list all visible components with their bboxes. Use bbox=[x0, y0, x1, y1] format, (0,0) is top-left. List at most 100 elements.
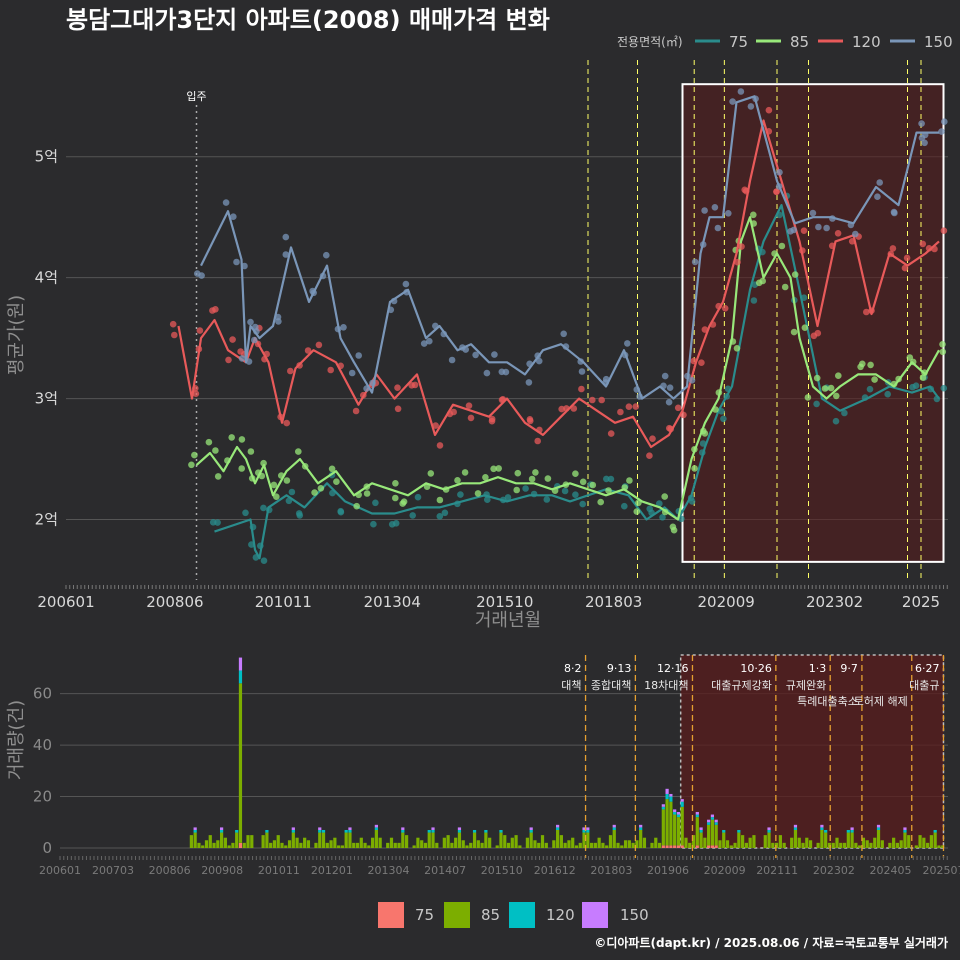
volume-bar-85 bbox=[880, 840, 884, 848]
data-point-75 bbox=[209, 519, 217, 526]
data-point-75 bbox=[607, 475, 615, 483]
data-point-85 bbox=[895, 375, 902, 383]
x-tick-label: 201011 bbox=[255, 593, 312, 611]
volume-bar-85 bbox=[412, 845, 416, 848]
line-legend: 전용면적(㎡) 75 85 120 150 bbox=[617, 33, 953, 51]
volume-bar-85 bbox=[386, 842, 390, 848]
volume-bar-120 bbox=[556, 827, 560, 830]
data-point-75 bbox=[723, 393, 730, 400]
volume-bar-85 bbox=[287, 840, 292, 848]
data-point-120 bbox=[578, 385, 585, 393]
data-point-75 bbox=[718, 408, 725, 415]
policy-label: 특례대출축소 bbox=[797, 695, 858, 708]
volume-bar-85 bbox=[744, 842, 748, 848]
policy-date: 12·16 bbox=[657, 662, 689, 675]
volume-bar-120 bbox=[344, 829, 348, 833]
data-point-150 bbox=[245, 358, 253, 365]
policy-date: 9·7 bbox=[840, 662, 858, 675]
data-point-75 bbox=[561, 487, 569, 495]
data-point-150 bbox=[275, 318, 282, 325]
volume-bar-85 bbox=[423, 842, 428, 848]
data-point-85 bbox=[283, 477, 291, 484]
data-point-85 bbox=[626, 477, 633, 484]
volume-bar-85 bbox=[495, 845, 499, 848]
volume-bar-120 bbox=[586, 829, 590, 833]
data-point-120 bbox=[263, 350, 271, 358]
data-point-150 bbox=[534, 352, 541, 360]
data-point-85 bbox=[715, 389, 723, 396]
volume-bar-85 bbox=[261, 835, 265, 848]
data-point-150 bbox=[420, 340, 428, 347]
data-point-85 bbox=[238, 436, 246, 443]
data-point-120 bbox=[598, 396, 605, 404]
volume-x-tick-label: 201612 bbox=[534, 864, 576, 877]
volume-bar-120 bbox=[321, 829, 326, 833]
volume-bar-120 bbox=[193, 829, 197, 833]
data-point-120 bbox=[315, 341, 323, 349]
data-point-120 bbox=[352, 407, 360, 415]
volume-bar-120 bbox=[824, 829, 828, 833]
volume-bar-120 bbox=[348, 829, 352, 833]
volume-bar-85 bbox=[571, 837, 575, 848]
data-point-85 bbox=[597, 498, 604, 506]
data-point-120 bbox=[715, 302, 722, 310]
volume-bar-85 bbox=[552, 840, 556, 848]
volume-bar-85 bbox=[321, 832, 326, 848]
data-point-120 bbox=[212, 306, 219, 313]
data-point-120 bbox=[721, 305, 729, 312]
volume-bar-75 bbox=[661, 845, 665, 848]
data-point-150 bbox=[711, 204, 719, 211]
data-point-120 bbox=[666, 424, 673, 432]
volume-bar-85 bbox=[612, 829, 616, 848]
data-point-120 bbox=[536, 426, 543, 434]
data-point-75 bbox=[409, 512, 417, 519]
volume-bar-75 bbox=[707, 845, 711, 848]
volume-bar-85 bbox=[269, 842, 273, 848]
volume-bar-150 bbox=[903, 827, 907, 830]
volume-bar-85 bbox=[563, 842, 567, 848]
volume-bar-150 bbox=[695, 811, 699, 815]
volume-bar-120 bbox=[612, 827, 616, 830]
data-point-85 bbox=[670, 526, 678, 534]
data-point-120 bbox=[394, 384, 401, 392]
data-point-120 bbox=[589, 396, 596, 404]
data-point-85 bbox=[427, 470, 435, 477]
x-tick-label: 201803 bbox=[585, 593, 642, 611]
data-point-150 bbox=[355, 352, 363, 359]
data-point-85 bbox=[273, 493, 280, 501]
data-point-120 bbox=[534, 437, 541, 445]
bar-legend-label-150: 150 bbox=[620, 906, 649, 924]
volume-bar-150 bbox=[348, 827, 352, 830]
data-point-85 bbox=[939, 341, 946, 348]
data-point-150 bbox=[238, 355, 246, 362]
volume-bar-150 bbox=[374, 824, 378, 828]
data-point-120 bbox=[828, 242, 836, 250]
volume-bar-120 bbox=[374, 827, 378, 830]
data-point-120 bbox=[337, 362, 345, 370]
data-point-85 bbox=[691, 446, 698, 453]
data-point-150 bbox=[665, 398, 673, 406]
data-point-85 bbox=[474, 490, 482, 497]
volume-bar-85 bbox=[722, 832, 726, 848]
volume-bar-85 bbox=[488, 837, 492, 848]
volume-bar-75 bbox=[680, 845, 684, 848]
data-point-150 bbox=[348, 369, 356, 377]
volume-x-tick-label: 202405 bbox=[869, 864, 911, 877]
data-point-120 bbox=[649, 435, 656, 443]
volume-bar-85 bbox=[623, 840, 628, 848]
data-point-75 bbox=[927, 385, 935, 393]
volume-bar-85 bbox=[567, 840, 571, 848]
data-point-150 bbox=[491, 351, 498, 358]
policy-label: 대출규제강화 bbox=[711, 679, 772, 692]
data-point-150 bbox=[251, 336, 258, 344]
volume-bar-85 bbox=[348, 832, 352, 848]
volume-bar-85 bbox=[457, 832, 462, 848]
volume-x-tick-label: 201407 bbox=[424, 864, 466, 877]
data-point-85 bbox=[691, 465, 698, 472]
volume-bar-85 bbox=[446, 835, 450, 848]
volume-x-tick-label: 202302 bbox=[813, 864, 855, 877]
x-tick-label: 200806 bbox=[146, 593, 203, 611]
data-point-150 bbox=[847, 221, 855, 229]
volume-bar-150 bbox=[676, 811, 681, 815]
data-point-85 bbox=[700, 427, 707, 435]
